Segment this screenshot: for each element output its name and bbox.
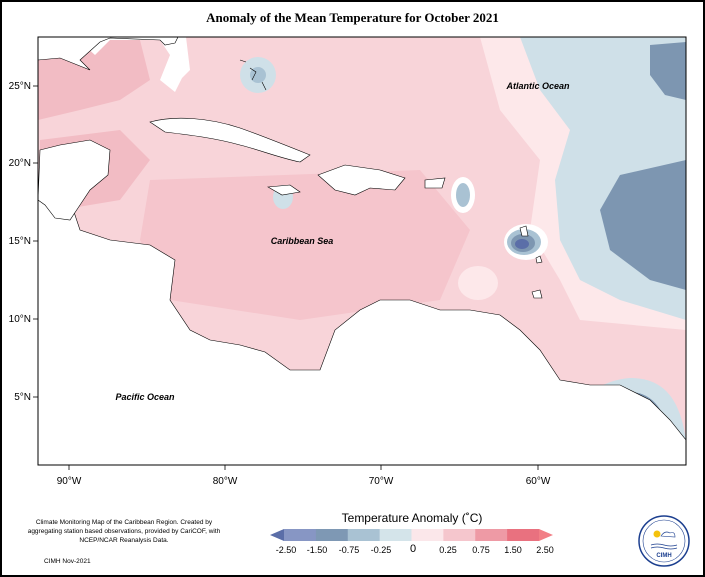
legend-label-0-75: 0.75 bbox=[472, 545, 490, 555]
lat-tick-20: 20°N bbox=[9, 158, 31, 169]
land-yucatan bbox=[38, 139, 111, 221]
label-atlantic-ocean: Atlantic Ocean bbox=[505, 81, 570, 91]
land-hispaniola bbox=[317, 164, 406, 196]
legend-title: Temperature Anomaly (˚C) bbox=[341, 511, 483, 525]
legend-label-neg-1-50: -1.50 bbox=[306, 545, 328, 555]
anomaly-lesser-antilles-cold bbox=[515, 239, 529, 249]
land-north-america bbox=[38, 37, 179, 71]
land-bahamas bbox=[239, 59, 267, 91]
anomaly-zone-caribbean bbox=[140, 170, 470, 320]
land-jamaica bbox=[267, 184, 301, 196]
legend-bin-3 bbox=[347, 529, 381, 541]
legend-label-1-50: 1.50 bbox=[504, 545, 522, 555]
map-border bbox=[37, 36, 687, 466]
sun-icon bbox=[653, 530, 661, 538]
legend-label-neg-0-25: -0.25 bbox=[370, 545, 392, 555]
legend-label-0-25: 0.25 bbox=[439, 545, 457, 555]
map-title: Anomaly of the Mean Temperature for Octo… bbox=[206, 10, 499, 25]
legend-bin-6 bbox=[443, 529, 476, 541]
anomaly-virgin-islands-cool bbox=[456, 183, 470, 207]
lon-ticks: 90°W 80°W 70°W 60°W bbox=[57, 465, 551, 487]
cimh-logo: CIMH bbox=[638, 515, 690, 567]
lon-tick-80: 80°W bbox=[213, 476, 238, 487]
anomaly-zone-atlantic-cold-north bbox=[650, 42, 686, 100]
legend-bin-4 bbox=[379, 529, 412, 541]
lat-tick-10: 10°N bbox=[9, 314, 31, 325]
legend-bin-1 bbox=[284, 529, 317, 541]
legend-label-zero: 0 bbox=[409, 543, 417, 555]
lat-tick-25: 25°N bbox=[9, 81, 31, 92]
credits-text: Climate Monitoring Map of the Caribbean … bbox=[27, 519, 221, 544]
cloud-icon bbox=[660, 531, 676, 538]
lon-tick-90: 90°W bbox=[57, 476, 82, 487]
legend-bin-7 bbox=[475, 529, 508, 541]
lon-tick-70: 70°W bbox=[369, 476, 394, 487]
anomaly-zone-atlantic-cold-east bbox=[600, 160, 686, 290]
land-central-south-america bbox=[38, 199, 686, 465]
label-pacific-ocean: Pacific Ocean bbox=[115, 392, 175, 402]
lon-tick-60: 60°W bbox=[526, 476, 551, 487]
svg-text:CIMH: CIMH bbox=[656, 553, 671, 559]
lat-ticks: 25°N 20°N 15°N 10°N 5°N bbox=[9, 81, 38, 403]
legend-label-neg-2-50: -2.50 bbox=[275, 545, 297, 555]
legend-bin-2 bbox=[315, 529, 349, 541]
legend-label-neg-0-75: -0.75 bbox=[338, 545, 360, 555]
land-cuba bbox=[149, 117, 311, 163]
land-trinidad bbox=[531, 289, 543, 299]
credits-date: CIMH Nov-2021 bbox=[44, 558, 91, 565]
label-caribbean-sea: Caribbean Sea bbox=[271, 236, 334, 246]
legend-label-2-50: 2.50 bbox=[536, 545, 554, 555]
land-puerto-rico bbox=[424, 177, 446, 189]
legend-bin-8 bbox=[507, 529, 540, 541]
legend-colorbar bbox=[270, 529, 553, 541]
legend-bin-high bbox=[539, 529, 553, 541]
legend-bin-5 bbox=[411, 529, 444, 541]
legend-bin-low bbox=[270, 529, 284, 541]
lat-tick-5: 5°N bbox=[14, 392, 31, 403]
lat-tick-15: 15°N bbox=[9, 236, 31, 247]
